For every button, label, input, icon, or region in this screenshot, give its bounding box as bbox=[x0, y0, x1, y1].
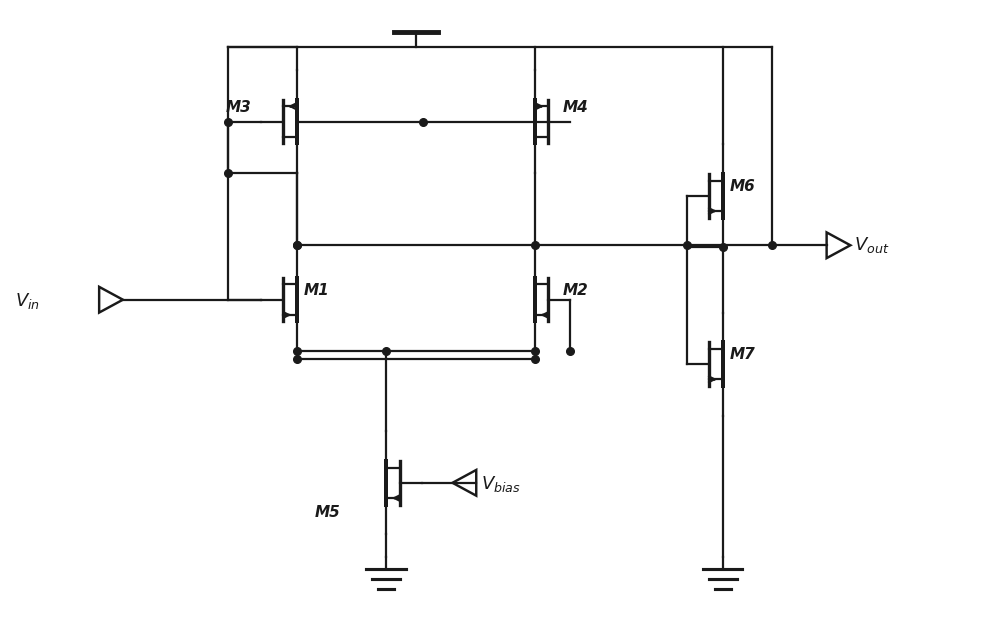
Text: M6: M6 bbox=[730, 179, 755, 194]
Text: M2: M2 bbox=[562, 282, 588, 298]
Text: $V_{out}$: $V_{out}$ bbox=[854, 235, 890, 255]
Text: $V_{bias}$: $V_{bias}$ bbox=[481, 473, 521, 494]
Text: M1: M1 bbox=[304, 282, 330, 298]
Text: M3: M3 bbox=[226, 100, 252, 114]
Text: M4: M4 bbox=[562, 100, 588, 114]
Text: $V_{in}$: $V_{in}$ bbox=[15, 291, 40, 311]
Text: M5: M5 bbox=[315, 505, 341, 520]
Text: M7: M7 bbox=[730, 347, 755, 362]
